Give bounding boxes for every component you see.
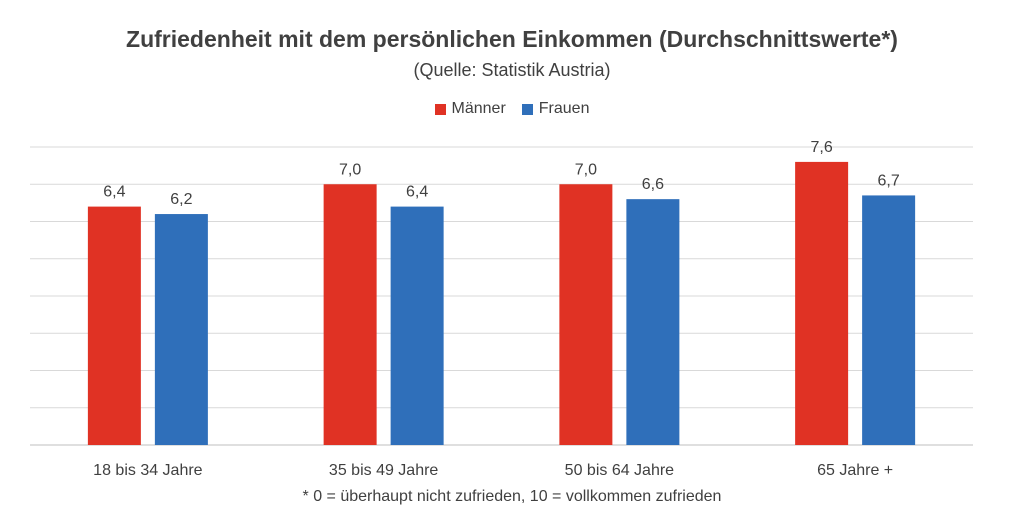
data-label: 6,6 xyxy=(642,176,664,193)
chart-subtitle: (Quelle: Statistik Austria) xyxy=(413,60,611,80)
bar-maenner xyxy=(559,184,613,445)
data-label: 6,7 xyxy=(878,172,900,189)
bar-frauen xyxy=(154,214,208,445)
bar-frauen xyxy=(390,206,444,445)
bar-frauen xyxy=(626,199,680,445)
bar-frauen xyxy=(862,195,916,445)
data-label: 7,0 xyxy=(339,161,361,178)
x-tick-label: 18 bis 34 Jahre xyxy=(93,462,203,479)
data-label: 6,4 xyxy=(406,184,428,201)
data-label: 7,0 xyxy=(575,161,597,178)
legend-label-maenner: Männer xyxy=(451,100,506,117)
data-label: 6,4 xyxy=(103,184,125,201)
legend-item-maenner: Männer xyxy=(434,100,506,118)
x-tick-label: 65 Jahre + xyxy=(817,462,893,479)
chart-title: Zufriedenheit mit dem persönlichen Einko… xyxy=(126,26,898,52)
legend-item-frauen: Frauen xyxy=(521,100,590,118)
legend-swatch-frauen xyxy=(521,103,533,115)
bar-maenner xyxy=(87,206,141,445)
x-tick-label: 35 bis 49 Jahre xyxy=(329,462,439,479)
legend: Männer Frauen xyxy=(0,100,1024,118)
x-tick-label: 50 bis 64 Jahre xyxy=(565,462,675,479)
data-label: 7,6 xyxy=(811,139,833,156)
bar-maenner xyxy=(795,161,849,445)
legend-label-frauen: Frauen xyxy=(538,100,590,117)
footnote: * 0 = überhaupt nicht zufrieden, 10 = vo… xyxy=(302,488,722,505)
data-label: 6,2 xyxy=(170,191,192,208)
legend-swatch-maenner xyxy=(434,103,446,115)
bar-maenner xyxy=(323,184,377,445)
